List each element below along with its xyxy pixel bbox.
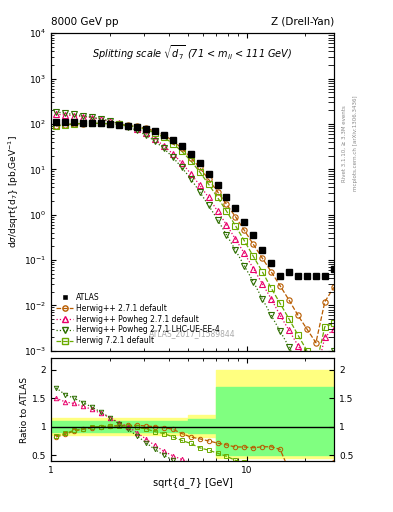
Text: ATLAS_2017_I1589844: ATLAS_2017_I1589844 xyxy=(149,329,236,338)
Y-axis label: Ratio to ATLAS: Ratio to ATLAS xyxy=(20,377,29,442)
Y-axis label: d$\sigma$/dsqrt{d$_7$} [pb,GeV$^{-1}$]: d$\sigma$/dsqrt{d$_7$} [pb,GeV$^{-1}$] xyxy=(7,136,21,248)
Text: 8000 GeV pp: 8000 GeV pp xyxy=(51,17,119,27)
Text: Splitting scale $\sqrt{d_7}$ (71 < m$_{ll}$ < 111 GeV): Splitting scale $\sqrt{d_7}$ (71 < m$_{l… xyxy=(92,43,293,61)
X-axis label: sqrt{d_7} [GeV]: sqrt{d_7} [GeV] xyxy=(152,477,233,488)
Text: Z (Drell-Yan): Z (Drell-Yan) xyxy=(271,17,334,27)
Text: mcplots.cern.ch [arXiv:1306.3436]: mcplots.cern.ch [arXiv:1306.3436] xyxy=(353,96,358,191)
Text: Rivet 3.1.10, ≥ 3.3M events: Rivet 3.1.10, ≥ 3.3M events xyxy=(342,105,346,182)
Legend: ATLAS, Herwig++ 2.7.1 default, Herwig++ Powheg 2.7.1 default, Herwig++ Powheg 2.: ATLAS, Herwig++ 2.7.1 default, Herwig++ … xyxy=(55,291,222,347)
